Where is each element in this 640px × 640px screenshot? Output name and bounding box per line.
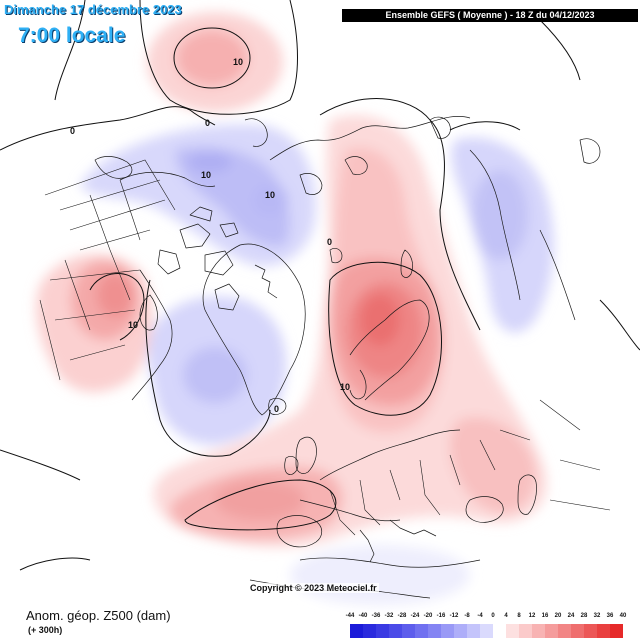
legend-swatch (350, 624, 363, 638)
legend-swatch (428, 624, 441, 638)
legend-tick-label: -44 (345, 613, 355, 619)
legend-tick-label: -8 (464, 613, 470, 619)
contour-label: 10 (340, 382, 350, 392)
legend-tick-label: -32 (384, 613, 394, 619)
legend-swatch (558, 624, 571, 638)
legend-swatch (571, 624, 584, 638)
legend-swatch (441, 624, 454, 638)
legend-swatch (597, 624, 610, 638)
contour-label: 10 (201, 170, 211, 180)
contour-label: 10 (233, 57, 243, 67)
legend-swatch (480, 624, 493, 638)
legend-swatch (415, 624, 428, 638)
legend-tick-label: -16 (436, 613, 446, 619)
legend-swatch (532, 624, 545, 638)
anomaly-contours (0, 0, 640, 571)
contour-label: 10 (128, 320, 138, 330)
copyright-notice: Copyright © 2023 Meteociel.fr (248, 583, 379, 593)
contour-label: 0 (327, 237, 332, 247)
legend-tick-label: 16 (541, 613, 549, 619)
contour-label: 10 (265, 190, 275, 200)
model-run-banner: Ensemble GEFS ( Moyenne ) - 18 Z du 04/1… (342, 9, 638, 22)
legend-tick-label: 0 (491, 613, 495, 619)
legend-swatch (506, 624, 519, 638)
legend-swatch (519, 624, 532, 638)
forecast-local-time: 7:00 locale (18, 24, 126, 47)
anomaly-shading (35, 12, 554, 605)
legend-tick-label: -36 (371, 613, 381, 619)
legend-tick-label: 40 (619, 613, 627, 619)
legend-swatch (545, 624, 558, 638)
legend-tick-label: -4 (477, 613, 483, 619)
legend-tick-label: -12 (449, 613, 459, 619)
legend-tick-label: 4 (504, 613, 508, 619)
lead-time-label: (+ 300h) (28, 625, 63, 635)
legend-swatch (389, 624, 402, 638)
contour-label: 0 (70, 126, 75, 136)
legend-swatch (376, 624, 389, 638)
contour-label: 0 (274, 404, 279, 414)
legend-tick-label: 20 (554, 613, 562, 619)
legend-tick-label: 12 (528, 613, 536, 619)
legend-tick-label: -28 (397, 613, 407, 619)
borders (39, 159, 611, 536)
legend-tick-label: 8 (517, 613, 521, 619)
legend-swatch (363, 624, 376, 638)
legend-swatch (584, 624, 597, 638)
legend-tick-label: -24 (410, 613, 420, 619)
legend-swatch (402, 624, 415, 638)
legend-tick-label: 32 (593, 613, 601, 619)
legend-tick-label: 28 (580, 613, 588, 619)
legend-swatch (454, 624, 467, 638)
variable-label: Anom. géop. Z500 (dam) (26, 608, 171, 623)
legend-tick-label: -20 (423, 613, 433, 619)
legend-tick-label: 36 (606, 613, 614, 619)
legend-tick-label: -40 (358, 613, 368, 619)
contour-label: 0 (205, 118, 210, 128)
forecast-date: Dimanche 17 décembre 2023 (4, 2, 182, 17)
contour-labels: 10 0 0 10 10 0 10 10 0 (70, 57, 350, 414)
color-scale-legend: -44 -40 -36 -32 -28 -24 -20 -16 -12 -8 -4 0 4 8 12 16 20… (343, 612, 626, 639)
legend-swatch (493, 624, 506, 638)
legend-swatch (610, 624, 623, 638)
legend-tick-label: 24 (567, 613, 575, 619)
legend-swatch (467, 624, 480, 638)
